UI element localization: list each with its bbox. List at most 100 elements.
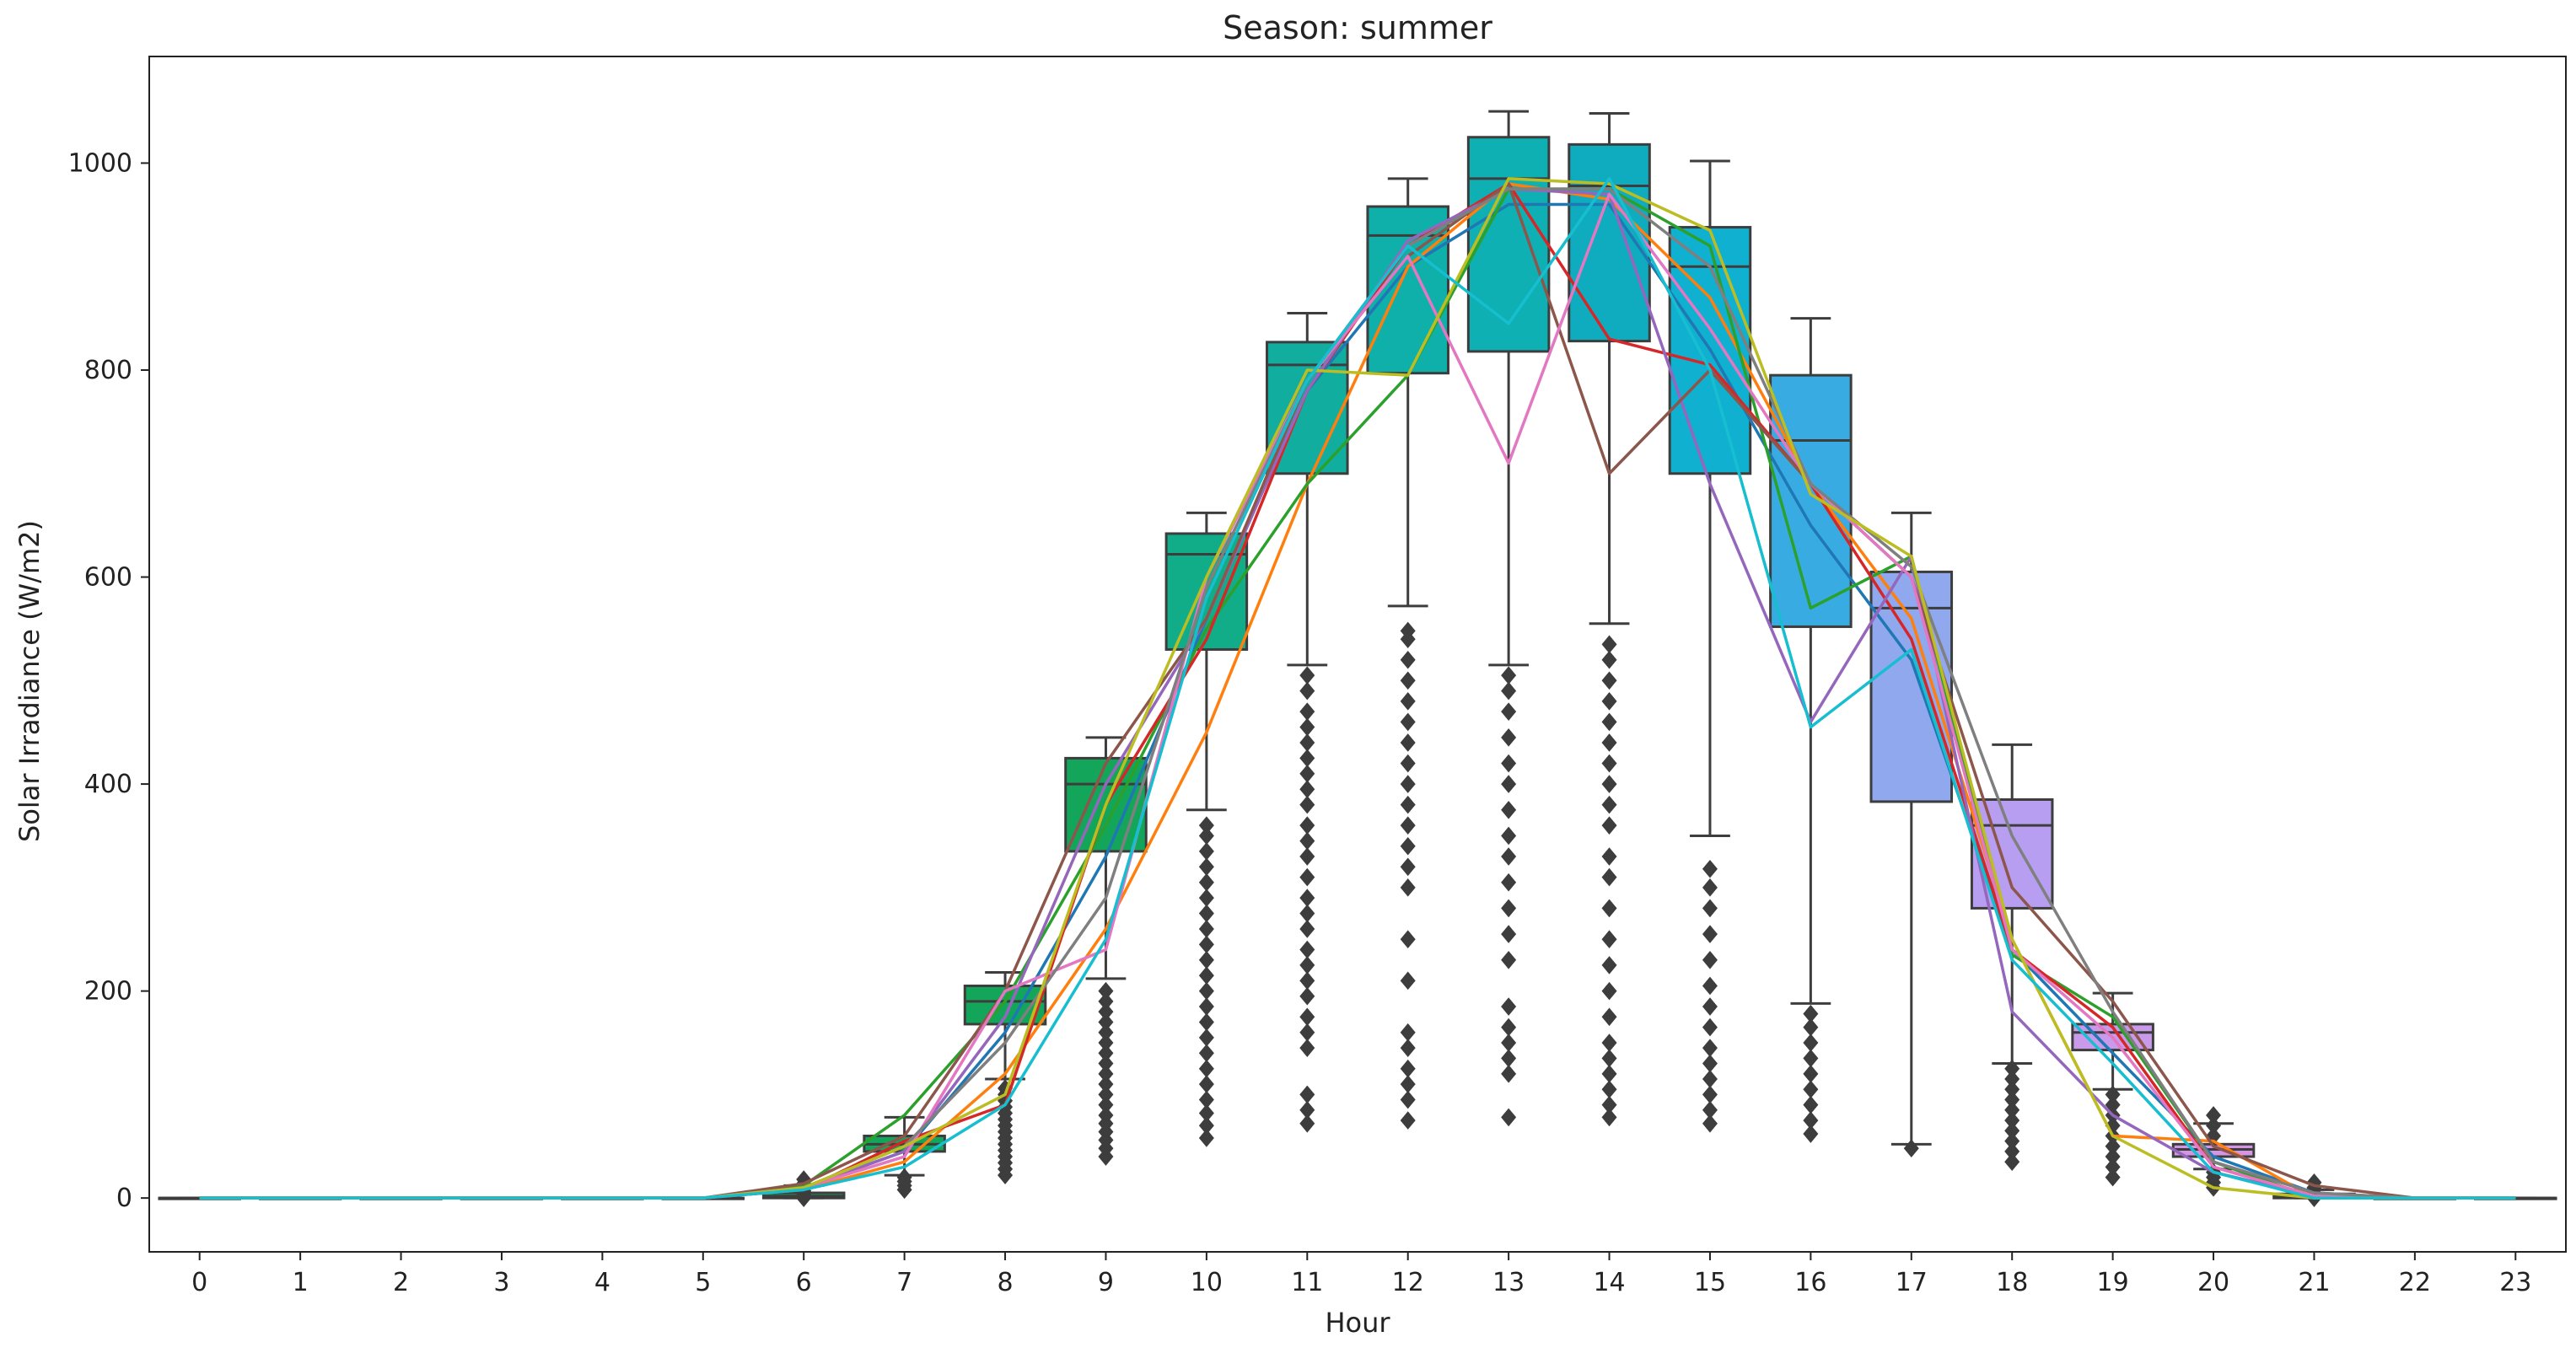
outlier-point	[1601, 635, 1617, 654]
outlier-point	[1198, 1059, 1214, 1078]
outlier-point	[1299, 681, 1315, 701]
outlier-point	[2206, 1116, 2222, 1136]
outlier-point	[1400, 836, 1416, 856]
outlier-point	[1601, 1049, 1617, 1068]
outlier-point	[1098, 992, 1114, 1011]
outlier-point	[2004, 1101, 2020, 1119]
x-tick-label: 13	[1492, 1268, 1525, 1297]
outlier-point	[1198, 997, 1214, 1016]
outlier-point	[1198, 904, 1214, 923]
outlier-point	[1400, 621, 1416, 641]
outlier-point	[1098, 1054, 1114, 1073]
outlier-point	[1601, 1080, 1617, 1099]
outlier-point	[1299, 1101, 1315, 1119]
outlier-point	[1400, 1075, 1416, 1093]
x-tick-label: 23	[2499, 1268, 2531, 1297]
x-tick-label: 11	[1291, 1268, 1323, 1297]
outlier-point	[1299, 1007, 1315, 1027]
outlier-point	[1601, 930, 1617, 949]
outlier-point	[1198, 981, 1214, 1001]
outlier-point	[1400, 1059, 1416, 1078]
outlier-point	[1400, 816, 1416, 835]
outlier-point	[1601, 733, 1617, 752]
outlier-point	[1198, 1044, 1214, 1063]
outlier-point	[2206, 1106, 2222, 1125]
outlier-point	[1299, 765, 1315, 783]
outlier-point	[1601, 754, 1617, 773]
outlier-point	[1198, 1028, 1214, 1047]
outlier-point	[1803, 1065, 1819, 1083]
outlier-point	[1400, 971, 1416, 991]
outlier-point	[1299, 831, 1315, 851]
outlier-point	[1098, 1095, 1114, 1114]
outlier-point	[1299, 795, 1315, 814]
box-layer	[158, 110, 2557, 1207]
outlier-point	[1601, 816, 1617, 835]
series-line-day-10	[199, 177, 2516, 1200]
series-line-day-1	[199, 202, 2516, 1200]
outlier-point	[1501, 754, 1517, 773]
outlier-point	[1501, 1049, 1517, 1068]
outlier-point	[1702, 997, 1718, 1016]
outlier-point	[1299, 1085, 1315, 1104]
outlier-point	[1198, 842, 1214, 861]
outlier-point	[1098, 1075, 1114, 1093]
outlier-point	[1702, 1054, 1718, 1073]
outlier-point	[1299, 986, 1315, 1006]
outlier-point	[2004, 1059, 2020, 1078]
outlier-point	[1803, 1034, 1819, 1052]
box-iqr	[1869, 570, 1954, 803]
outlier-point	[1400, 692, 1416, 711]
outlier-point	[1400, 1023, 1416, 1042]
outlier-point	[1400, 712, 1416, 732]
outlier-point	[2105, 1157, 2121, 1177]
outlier-point	[1400, 733, 1416, 752]
outlier-point	[1601, 692, 1617, 711]
outlier-point	[1702, 925, 1718, 943]
x-tick-label: 3	[493, 1268, 509, 1297]
outlier-point	[1299, 1023, 1315, 1042]
outlier-point	[1501, 1034, 1517, 1052]
outlier-point	[2004, 1080, 2020, 1099]
x-tick-label: 0	[191, 1268, 207, 1297]
box-iqr	[1769, 373, 1853, 628]
series-line-day-6	[199, 182, 2516, 1200]
outlier-point	[1299, 867, 1315, 887]
x-axis-label: Hour	[1325, 1307, 1390, 1339]
outlier-point	[2004, 1121, 2020, 1141]
outlier-point	[1400, 1111, 1416, 1130]
outlier-point	[1299, 971, 1315, 991]
outlier-point	[1299, 749, 1315, 768]
outlier-point	[1501, 826, 1517, 846]
x-tick-label: 10	[1191, 1268, 1223, 1297]
outlier-point	[1601, 1007, 1617, 1027]
outlier-point	[1501, 775, 1517, 793]
outlier-point	[1803, 1095, 1819, 1114]
series-line-day-5	[199, 187, 2516, 1200]
x-tick-label: 8	[997, 1268, 1013, 1297]
x-tick-label: 5	[695, 1268, 711, 1297]
outlier-point	[1198, 1075, 1214, 1093]
x-tick-label: 6	[796, 1268, 812, 1297]
outlier-point	[1098, 981, 1114, 1001]
x-tick-label: 17	[1896, 1268, 1928, 1297]
box-hour-17	[1869, 511, 1954, 1158]
outlier-point	[1299, 666, 1315, 685]
outlier-point	[1601, 712, 1617, 732]
outlier-point	[1702, 1017, 1718, 1037]
chart-title: Season: summer	[1223, 9, 1492, 46]
outlier-point	[1198, 1129, 1214, 1147]
outlier-point	[1501, 899, 1517, 918]
outlier-point	[1299, 847, 1315, 866]
outlier-point	[1601, 847, 1617, 866]
outlier-point	[896, 1168, 912, 1187]
series-line-day-8	[199, 187, 2516, 1200]
outlier-point	[1501, 950, 1517, 969]
x-tick-label: 12	[1392, 1268, 1424, 1297]
x-tick-label: 19	[2097, 1268, 2129, 1297]
outlier-point	[1601, 1095, 1617, 1114]
series-line-day-9	[199, 177, 2516, 1200]
outlier-point	[1702, 878, 1718, 897]
outlier-point	[1098, 1023, 1114, 1042]
